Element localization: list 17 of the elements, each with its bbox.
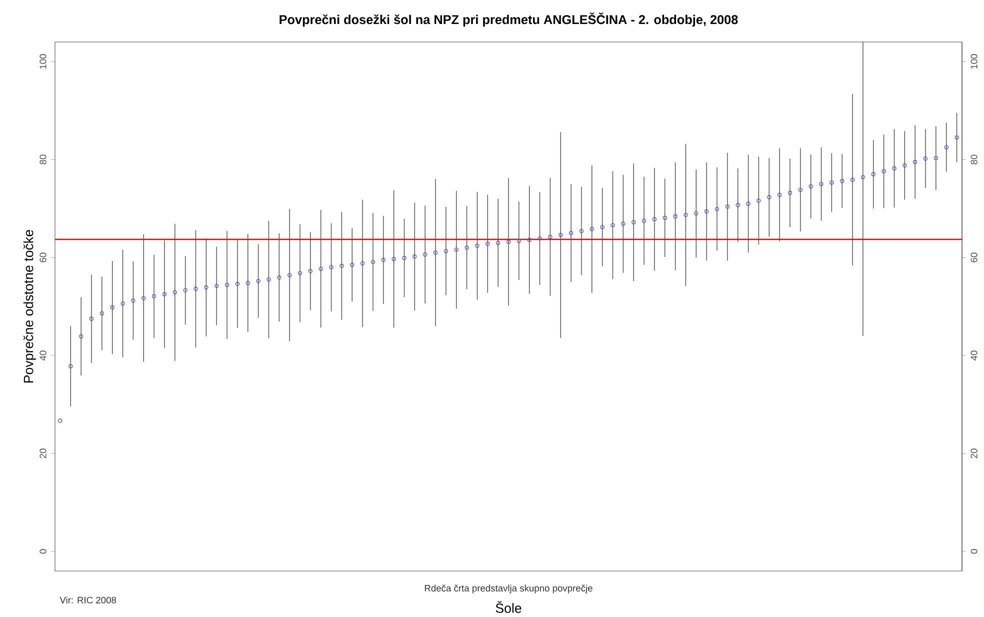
text: Rdeča črta predstavlja skupno povprečje (424, 584, 592, 594)
y2-tick-label: 80 (970, 154, 978, 164)
chart-title: Povprečni dosežki šol na NPZ pri predmetu ANGLEŠČINA - 2. obdobje, 2008 (280, 12, 738, 26)
y2-tick-label: 100 (970, 54, 978, 68)
text: Vir: RIC 2008 (60, 596, 116, 604)
y-tick-label: 20 (40, 448, 46, 458)
y-axis-title: Povprečne odstotne točke (23, 230, 36, 382)
y2-tick-label: 40 (970, 350, 978, 360)
x-axis-title: Šole (496, 600, 522, 613)
y-tick-label: 60 (40, 252, 46, 262)
y-tick-label: 80 (40, 154, 46, 164)
y-tick-label: 100 (40, 54, 46, 69)
y2-tick-label: 0 (970, 549, 978, 554)
y-tick-label: 0 (40, 549, 46, 554)
y2-tick-label: 20 (970, 448, 978, 458)
y-tick-label: 40 (40, 350, 46, 360)
y2-tick-label: 60 (970, 252, 978, 262)
